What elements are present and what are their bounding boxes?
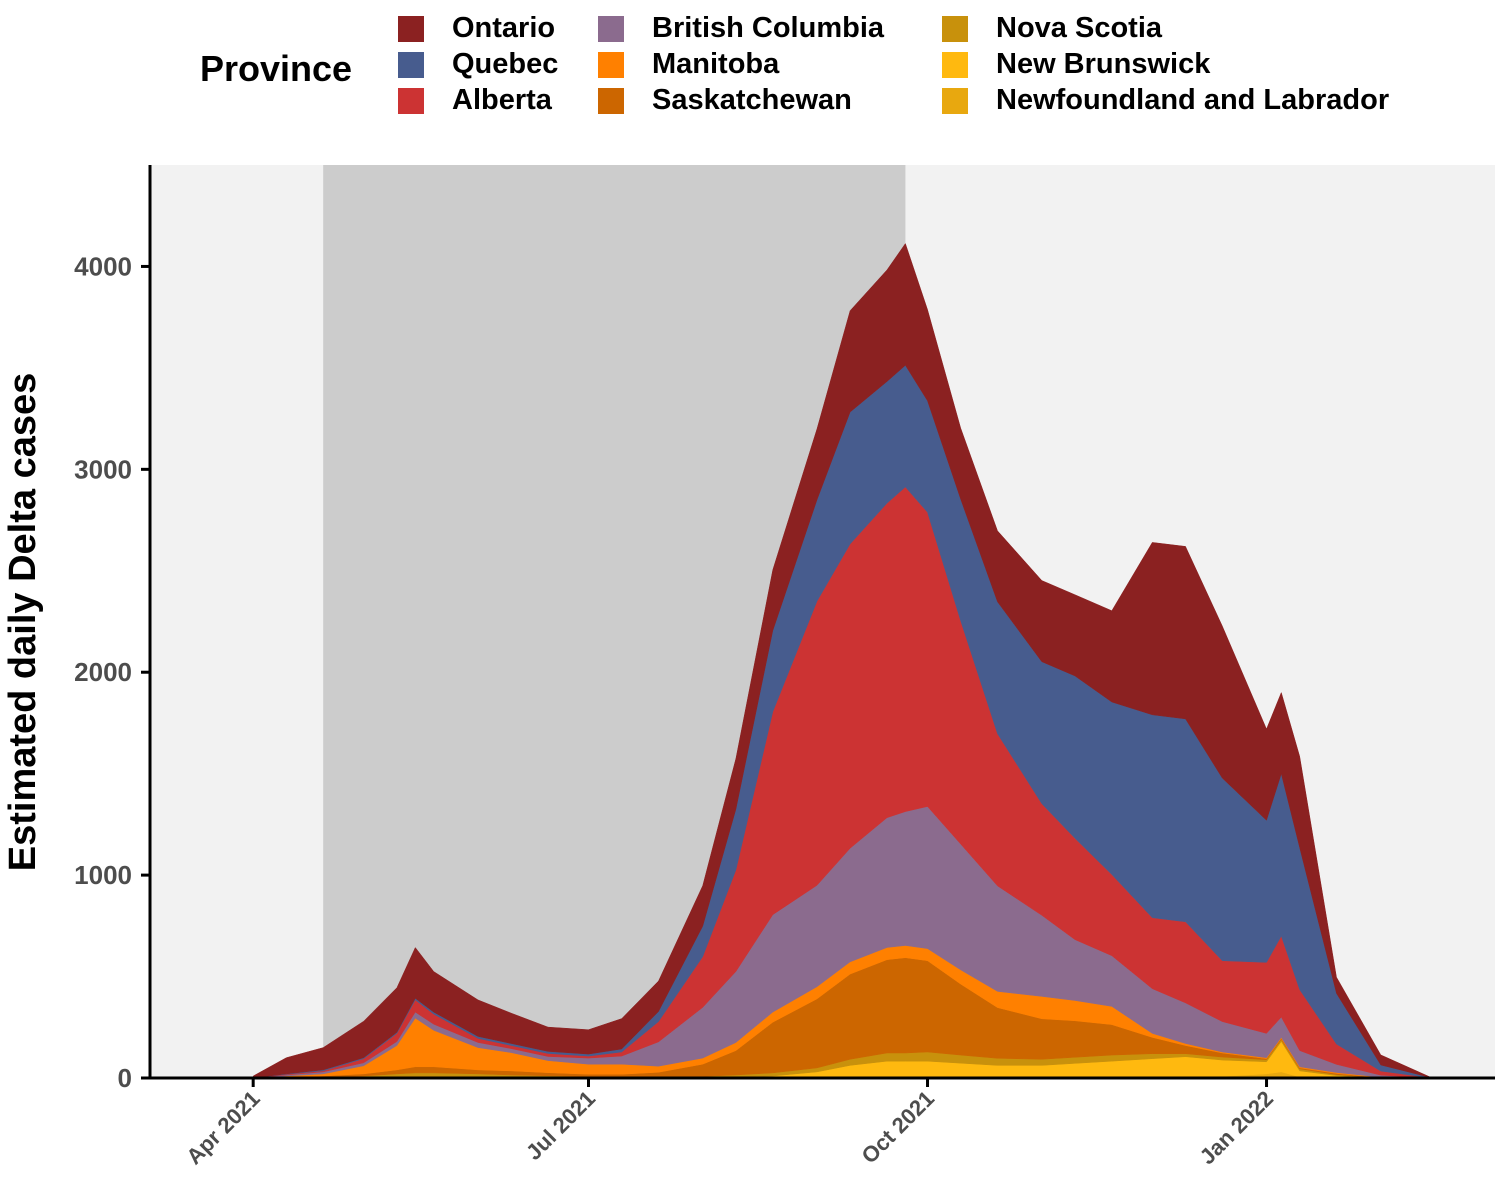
legend-swatch — [940, 14, 970, 44]
legend-label: Quebec — [452, 48, 559, 80]
legend-swatch — [596, 50, 626, 80]
legend-label: Alberta — [452, 84, 552, 116]
legend: Province Ontario Quebec Alberta British Col… — [200, 6, 1490, 126]
legend-swatch — [396, 14, 426, 44]
x-tick-label: Jul 2021 — [521, 1086, 600, 1165]
legend-label: New Brunswick — [996, 48, 1211, 80]
legend-swatch — [940, 86, 970, 116]
legend-swatch — [396, 86, 426, 116]
legend-label: British Columbia — [652, 12, 885, 44]
legend-label: Nova Scotia — [996, 12, 1162, 44]
x-tick-label: Apr 2021 — [181, 1086, 264, 1169]
x-tick-label: Oct 2021 — [857, 1086, 940, 1169]
legend-swatch — [396, 50, 426, 80]
legend-label: Ontario — [452, 12, 556, 44]
legend-label: Newfoundland and Labrador — [996, 84, 1390, 116]
legend-swatch — [596, 86, 626, 116]
legend-title: Province — [200, 48, 353, 89]
legend-label: Saskatchewan — [652, 84, 852, 116]
y-tick-label: 3000 — [74, 454, 132, 484]
x-tick-label: Jan 2022 — [1195, 1086, 1278, 1169]
legend-swatch — [940, 50, 970, 80]
y-tick-label: 2000 — [74, 657, 132, 687]
y-tick-label: 4000 — [74, 251, 132, 281]
legend-label: Manitoba — [652, 48, 780, 80]
area-ontario — [252, 242, 1433, 1079]
legend-swatch — [596, 14, 626, 44]
y-axis-title: Estimated daily Delta cases — [2, 373, 44, 871]
area-layers — [252, 242, 1433, 1079]
y-tick-label: 0 — [118, 1063, 132, 1093]
y-tick-label: 1000 — [74, 860, 132, 890]
